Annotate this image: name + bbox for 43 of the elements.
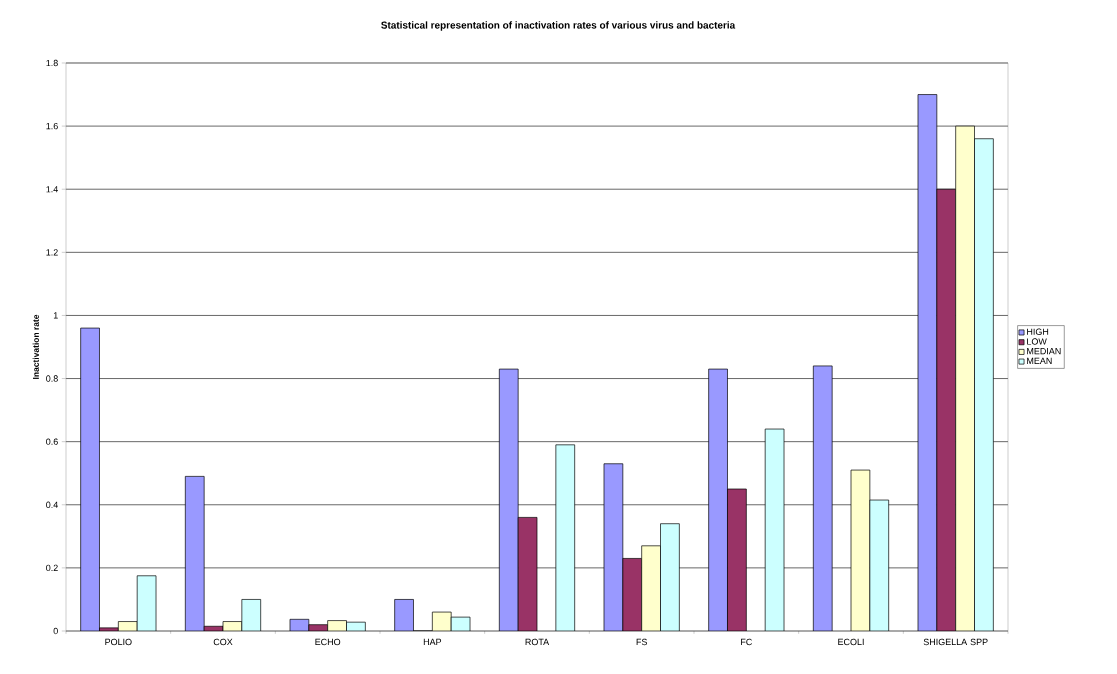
bar [660,523,680,631]
x-tick-label: SHIGELLA SPP [923,638,988,646]
legend-label: LOW [1027,338,1047,345]
bar [80,327,100,631]
y-tick-label: 1.4 [46,186,58,193]
bar [812,365,833,631]
legend-label: MEDIAN [1027,348,1061,355]
bar [603,463,624,631]
y-tick-label: 1 [53,312,58,319]
y-tick-label: 1.6 [46,122,58,130]
bar [955,125,975,631]
x-tick-label: FS [636,638,647,646]
x-tick-label: ECOLI [838,638,864,646]
y-tick-label: 1.8 [46,59,58,67]
x-tick-label: COX [213,638,233,646]
bar [936,188,957,631]
y-tick-label: 0.6 [46,438,58,445]
bar [394,599,414,631]
bar [241,599,262,631]
bar [184,476,205,631]
y-tick-label: 0.4 [46,501,58,508]
y-tick-label: 0.2 [46,564,58,572]
y-tick-label: 1.2 [46,249,58,256]
bar [641,545,661,631]
chart-title: Statistical representation of inactivation rates of various virus and bacteria [381,21,736,31]
y-tick-label: 0.8 [46,375,58,382]
y-axis-title: Inactivation rate [32,314,39,379]
x-tick-label: FC [741,638,752,646]
legend-label: HIGH [1027,328,1049,335]
bar [555,444,576,631]
x-tick-label: HAP [423,638,442,645]
bar [708,368,728,631]
bar [974,138,994,631]
bar [498,368,519,631]
y-tick-label: 0 [53,627,58,635]
x-tick-label: ECHO [315,638,341,646]
bar [727,488,747,631]
legend-label: MEAN [1027,357,1052,364]
bar [917,94,938,631]
x-tick-label: POLIO [105,638,132,646]
x-tick-label: ROTA [525,638,550,646]
bar [622,558,643,631]
bar [869,499,890,631]
